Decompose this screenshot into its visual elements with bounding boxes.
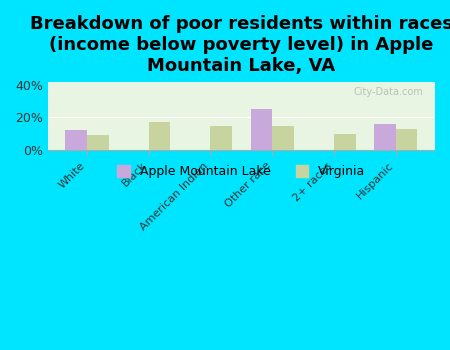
- Bar: [396, 129, 418, 150]
- Title: Breakdown of poor residents within races
(income below poverty level) in Apple
M: Breakdown of poor residents within races…: [30, 15, 450, 75]
- Bar: [374, 124, 396, 150]
- Bar: [87, 135, 108, 150]
- Bar: [148, 122, 171, 150]
- Bar: [211, 126, 232, 150]
- Bar: [65, 131, 87, 150]
- Bar: [334, 134, 356, 150]
- Bar: [272, 126, 294, 150]
- Text: City-Data.com: City-Data.com: [354, 87, 423, 97]
- Bar: [251, 109, 272, 150]
- Legend: Apple Mountain Lake, Virginia: Apple Mountain Lake, Virginia: [112, 160, 370, 183]
